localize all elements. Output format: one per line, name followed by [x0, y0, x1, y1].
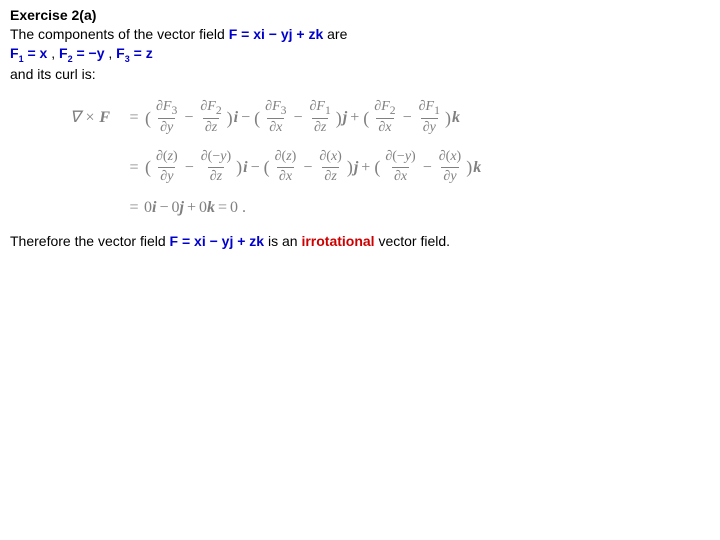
curl-lhs: ∇ × F	[30, 107, 124, 129]
f1-sym: F	[10, 45, 19, 61]
curl-line: and its curl is:	[10, 65, 710, 84]
exercise-header: Exercise 2(a) The components of the vect…	[10, 6, 710, 84]
conclusion-mid: is an	[264, 233, 301, 249]
irrotational-word: irrotational	[301, 233, 374, 249]
curl-rhs-2: ( ∂(z)∂y − ∂(−y)∂z )i − ( ∂(z)∂x − ∂(x)∂…	[144, 148, 481, 187]
conclusion-field: F = xi − yj + zk	[170, 233, 265, 249]
intro-pre: The components of the vector field	[10, 26, 229, 42]
f3-sym: F	[116, 45, 125, 61]
components-line: F1 = x , F2 = −y , F3 = z	[10, 44, 710, 65]
conclusion-line: Therefore the vector field F = xi − yj +…	[10, 232, 710, 251]
f3-eq: = z	[130, 45, 153, 61]
f2-eq: = −y	[73, 45, 105, 61]
eq-sign-3: =	[124, 197, 144, 219]
curl-rhs-1: ( ∂F3∂y − ∂F2∂z )i − ( ∂F3∂x − ∂F1∂z )j …	[144, 98, 460, 138]
eq-sign-1: =	[124, 107, 144, 129]
curl-formula-row-1: ∇ × F = ( ∂F3∂y − ∂F2∂z )i − ( ∂F3∂x − ∂…	[30, 98, 710, 138]
conclusion-post: vector field.	[375, 233, 450, 249]
f1-eq: = x	[24, 45, 48, 61]
curl-rhs-3: 0i − 0j + 0k = 0 .	[144, 197, 246, 219]
intro-post: are	[323, 26, 347, 42]
curl-formula-block: ∇ × F = ( ∂F3∂y − ∂F2∂z )i − ( ∂F3∂x − ∂…	[30, 98, 710, 219]
curl-formula-row-3: = 0i − 0j + 0k = 0 .	[30, 197, 710, 219]
eq-sign-2: =	[124, 157, 144, 179]
field-expression: F = xi − yj + zk	[229, 26, 324, 42]
sep2: ,	[105, 45, 117, 61]
curl-formula-row-2: = ( ∂(z)∂y − ∂(−y)∂z )i − ( ∂(z)∂x − ∂(x…	[30, 148, 710, 187]
conclusion-pre: Therefore the vector field	[10, 233, 170, 249]
f2-sym: F	[59, 45, 68, 61]
sep1: ,	[47, 45, 59, 61]
exercise-title: Exercise 2(a)	[10, 6, 710, 25]
intro-line: The components of the vector field F = x…	[10, 25, 710, 44]
